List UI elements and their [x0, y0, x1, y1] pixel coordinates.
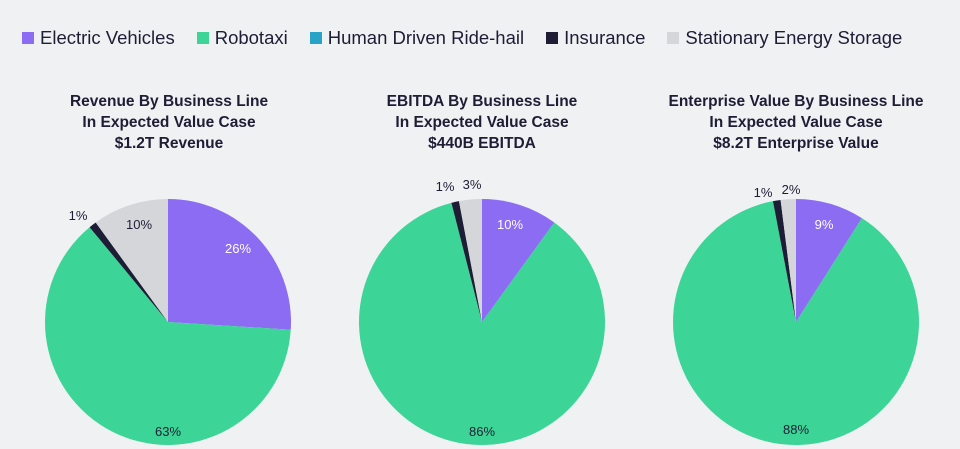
legend-item-robotaxi: Robotaxi — [196, 27, 288, 49]
enterprise-value-slice-label-stationary-energy-storage: 2% — [782, 182, 801, 197]
legend-item-energy-storage: Stationary Energy Storage — [667, 27, 902, 49]
revenue-pie-slice-insurance — [89, 222, 168, 322]
chart-title-line: $1.2T Revenue — [114, 135, 224, 152]
legend-swatch — [309, 32, 322, 44]
legend-label: Stationary Energy Storage — [685, 27, 903, 48]
legend-item-insurance: Insurance — [546, 27, 645, 49]
ebitda-pie-slice-robotaxi — [358, 202, 605, 445]
enterprise-value-pie-slice-electric-vehicles — [796, 199, 862, 322]
legend: Electric Vehicles Robotaxi Human Driven … — [22, 27, 902, 49]
revenue-slice-label-stationary-energy-storage: 10% — [126, 217, 152, 232]
chart-title-line: Enterprise Value By Business Line — [668, 93, 924, 110]
ebitda-pie-slice-insurance — [451, 201, 482, 322]
ebitda-slice-label-insurance: 1% — [436, 179, 455, 194]
chart-title-line: Revenue By Business Line — [69, 93, 269, 110]
revenue-slice-label-insurance: 1% — [69, 208, 88, 223]
legend-label: Electric Vehicles — [40, 27, 175, 48]
enterprise-value-pie-slice-insurance — [772, 199, 796, 322]
enterprise-value-slice-label-robotaxi: 88% — [783, 422, 809, 437]
ebitda-pie-slice-stationary-energy-storage — [458, 199, 482, 322]
ebitda-slice-label-robotaxi: 86% — [469, 424, 495, 439]
ebitda-chart-title: EBITDA By Business Line In Expected Valu… — [342, 91, 622, 154]
chart-title-line: $8.2T Enterprise Value — [713, 135, 879, 152]
revenue-pie-slice-stationary-energy-storage — [95, 198, 168, 322]
ebitda-slice-label-stationary-energy-storage: 3% — [463, 177, 482, 192]
revenue-pie-slice-robotaxi — [45, 227, 291, 446]
legend-item-electric-vehicles: Electric Vehicles — [22, 27, 175, 49]
legend-swatch — [196, 32, 209, 44]
legend-label: Human Driven Ride-hail — [327, 27, 525, 48]
chart-title-line: $440B EBITDA — [428, 135, 536, 152]
enterprise-value-pie-slice-stationary-energy-storage — [780, 199, 796, 322]
revenue-slice-label-robotaxi: 63% — [155, 424, 181, 439]
chart-title-line: In Expected Value Case — [395, 114, 569, 131]
enterprise-value-pie-slice-robotaxi — [673, 201, 920, 446]
ebitda-slice-label-electric-vehicles: 10% — [497, 217, 523, 232]
legend-swatch — [546, 32, 559, 44]
chart-title-line: In Expected Value Case — [82, 114, 256, 131]
revenue-chart-title: Revenue By Business Line In Expected Val… — [29, 91, 309, 154]
legend-label: Robotaxi — [214, 27, 288, 48]
legend-label: Insurance — [564, 27, 646, 48]
enterprise-value-chart-title: Enterprise Value By Business Line In Exp… — [656, 91, 936, 154]
chart-title-line: In Expected Value Case — [709, 114, 883, 131]
chart-title-line: EBITDA By Business Line — [386, 93, 578, 110]
enterprise-value-slice-label-electric-vehicles: 9% — [815, 217, 834, 232]
revenue-pie-slice-electric-vehicles — [168, 199, 292, 330]
ebitda-pie-slice-electric-vehicles — [482, 198, 555, 322]
legend-swatch — [667, 32, 680, 44]
legend-item-ride-hail: Human Driven Ride-hail — [309, 27, 525, 49]
legend-swatch — [22, 32, 34, 44]
revenue-slice-label-electric-vehicles: 26% — [225, 241, 251, 256]
enterprise-value-slice-label-insurance: 1% — [754, 185, 773, 200]
